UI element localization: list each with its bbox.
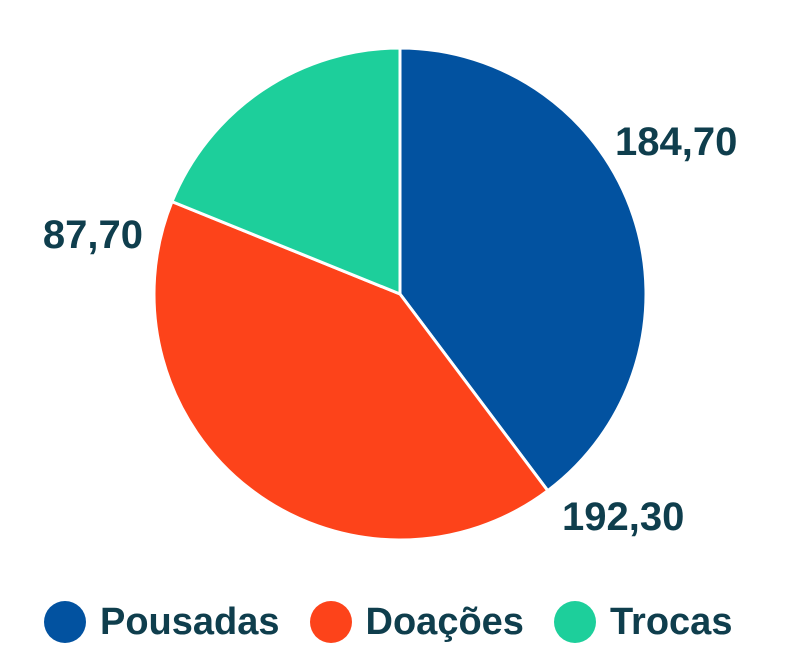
- pie-labels: 184,70 192,30 87,70: [43, 120, 737, 539]
- legend-label-pousadas: Pousadas: [100, 600, 280, 643]
- legend-swatch-trocas: [553, 601, 596, 643]
- pie-label-doacoes: 192,30: [562, 495, 684, 539]
- pie-label-trocas: 87,70: [43, 213, 143, 257]
- legend-item-trocas: Trocas: [553, 600, 733, 644]
- legend-item-pousadas: Pousadas: [44, 601, 280, 644]
- legend-item-doacoes: Doações: [309, 600, 524, 644]
- pie-slice-trocas: [170, 46, 402, 296]
- legend-swatch-pousadas: [44, 601, 86, 643]
- legend-label-doacoes: Doações: [365, 600, 524, 643]
- legend-label-trocas: Trocas: [609, 600, 733, 643]
- pie-slice-pousadas: [398, 46, 648, 493]
- pie-label-pousadas: 184,70: [615, 120, 737, 164]
- pie-slices: [152, 46, 648, 542]
- pie-slice-doacoes: [152, 200, 550, 542]
- legend-swatch-doacoes: [309, 601, 352, 643]
- legend: Pousadas Doações Trocas: [44, 598, 762, 646]
